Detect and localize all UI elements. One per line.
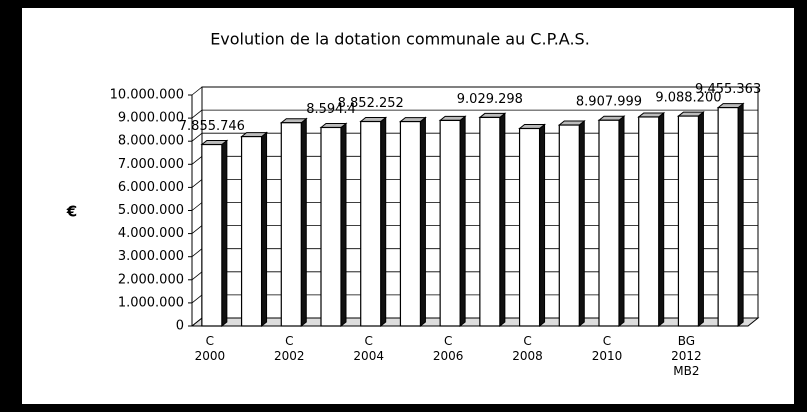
bar-front — [677, 115, 700, 327]
bar-front — [360, 120, 382, 327]
value-label: 8.852.252 — [338, 96, 404, 111]
bar-front — [558, 124, 580, 327]
bar-side — [578, 119, 585, 328]
grid-side — [191, 132, 203, 142]
y-tick-label: 6.000.000 — [118, 180, 184, 195]
bar-top — [637, 112, 666, 118]
bar — [240, 131, 268, 328]
bar-side — [737, 102, 744, 328]
bar-side — [261, 131, 268, 328]
y-tick-label: 3.000.000 — [118, 249, 184, 264]
bar-front — [201, 143, 223, 327]
bar-front — [717, 106, 739, 327]
bar-side — [380, 116, 387, 328]
bar-side — [499, 112, 506, 328]
bar — [438, 115, 467, 328]
y-tick-label: 10.000.000 — [110, 88, 184, 103]
bar-front — [280, 122, 302, 327]
x-tick-label: C 2000 — [194, 334, 226, 363]
x-tick-label: BG 2012 MB2 — [671, 334, 702, 378]
bar-front — [518, 127, 541, 327]
bar-front — [399, 120, 422, 327]
y-tick-label: 4.000.000 — [118, 226, 184, 241]
grid-side — [191, 271, 203, 281]
x-tick-label: C 2004 — [353, 334, 384, 363]
x-tick-label: C 2002 — [274, 334, 305, 363]
bar-side — [539, 123, 546, 328]
y-tick-label: 9.000.000 — [118, 111, 184, 126]
bar — [677, 111, 705, 328]
bar-front — [439, 119, 461, 327]
bar — [478, 112, 507, 328]
grid-side — [191, 202, 203, 211]
bar — [637, 111, 666, 328]
bar-front — [479, 116, 501, 327]
floor — [190, 317, 760, 327]
grid-side — [191, 155, 203, 165]
bar-side — [618, 115, 625, 328]
bar-side — [697, 111, 704, 328]
value-label: 9.088.200 — [655, 91, 721, 106]
x-tick-label: C 2010 — [591, 334, 623, 363]
y-tick-label: 0 — [176, 319, 184, 334]
x-tick-label: C 2008 — [512, 334, 543, 363]
y-tick-label: 5.000.000 — [118, 203, 184, 218]
bar-side — [419, 116, 426, 328]
grid-side — [191, 225, 203, 234]
y-tick-label: 7.000.000 — [118, 157, 184, 172]
value-label: 7.855.746 — [179, 119, 245, 134]
value-label: 8.907.999 — [576, 95, 642, 110]
bar — [319, 122, 348, 328]
bar — [716, 102, 745, 328]
grid-side — [191, 109, 203, 119]
bar-side — [221, 139, 228, 328]
bar-side — [300, 117, 307, 328]
bar — [557, 119, 586, 328]
y-axis-label: € — [66, 203, 77, 221]
grid-side — [191, 179, 203, 188]
bar — [518, 123, 546, 328]
grid-side — [191, 294, 203, 304]
grid-side — [191, 317, 203, 327]
bar-front — [320, 126, 342, 327]
bar-front — [240, 135, 263, 327]
y-tick-label: 2.000.000 — [118, 272, 184, 287]
y-tick-label: 8.000.000 — [118, 134, 184, 149]
bar-side — [459, 115, 466, 328]
bar — [359, 116, 388, 328]
chart-title: Evolution de la dotation communale au C.… — [210, 30, 590, 49]
y-tick-label: 1.000.000 — [118, 295, 184, 310]
x-tick-label: C 2006 — [432, 334, 464, 363]
bar — [399, 116, 427, 328]
grid-side — [191, 86, 203, 96]
bar-front — [638, 116, 660, 327]
grid-side — [191, 248, 203, 258]
bar — [200, 139, 229, 328]
value-label: 8.594.4 — [306, 102, 356, 117]
bar — [279, 117, 308, 328]
bar — [597, 115, 626, 328]
value-label: 9.029.298 — [457, 92, 523, 107]
bar-side — [340, 122, 347, 328]
bar-side — [658, 111, 665, 328]
bar-top — [240, 132, 268, 138]
bar-front — [598, 119, 620, 327]
bar-top — [200, 140, 229, 146]
value-label: 9.455.363 — [695, 82, 761, 97]
